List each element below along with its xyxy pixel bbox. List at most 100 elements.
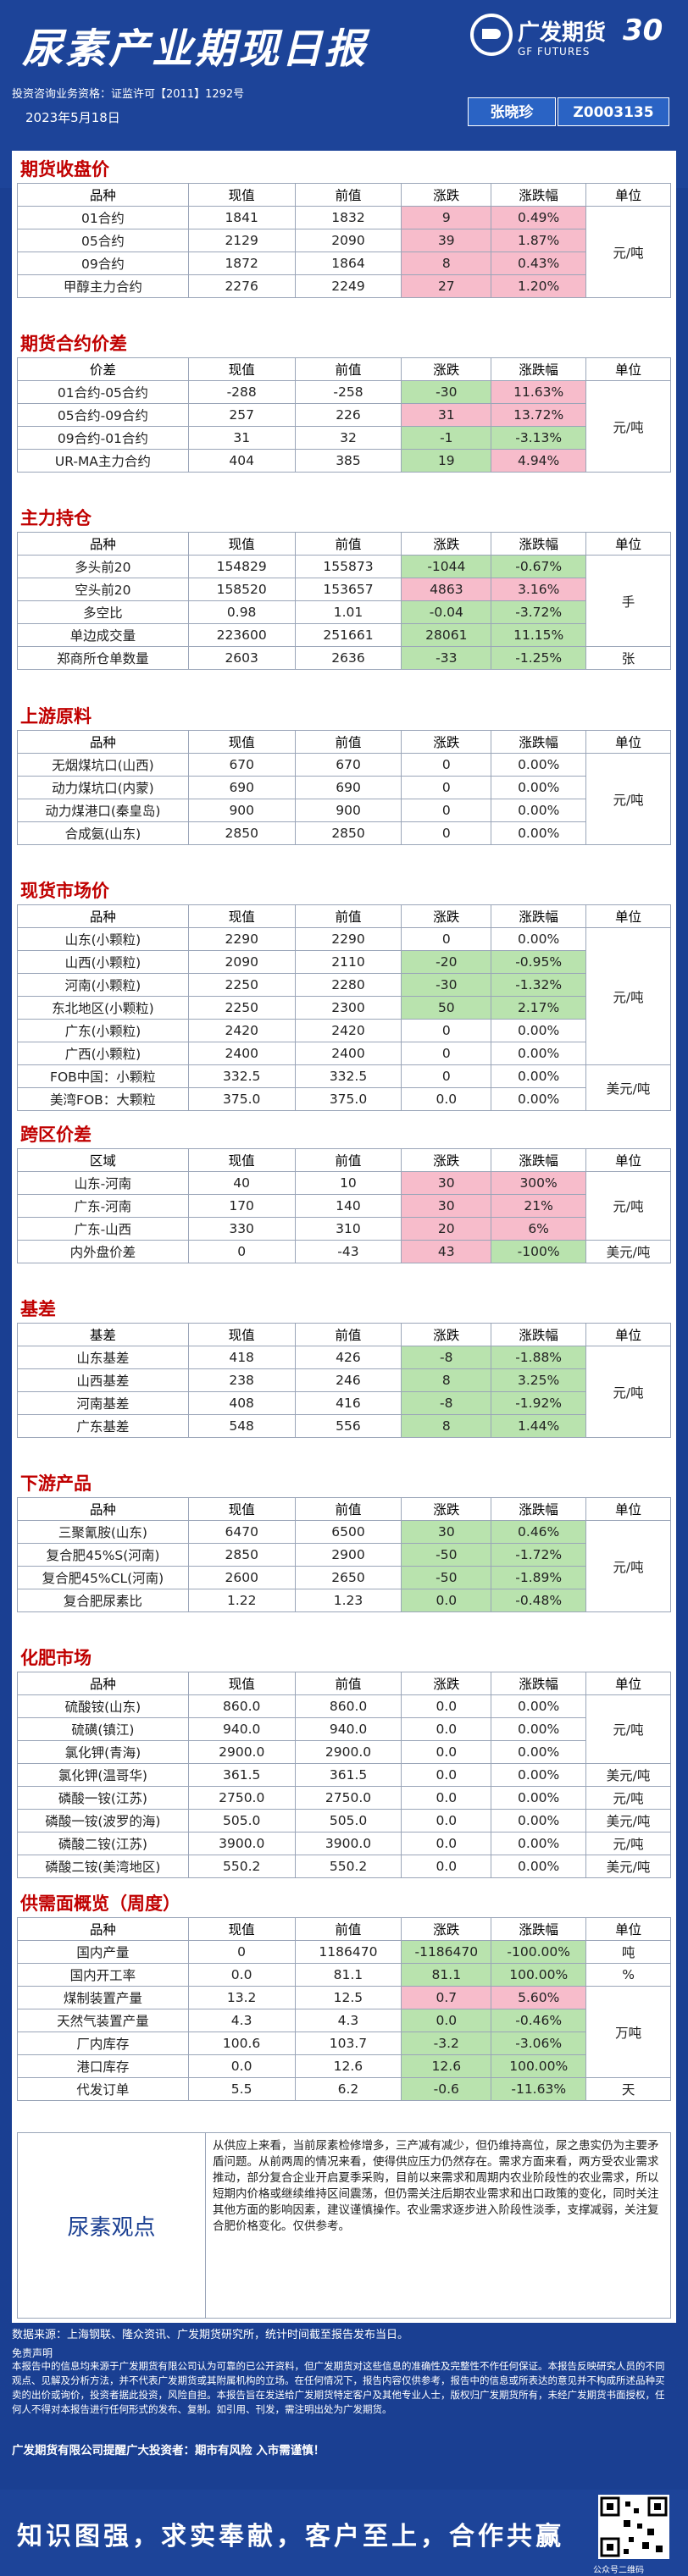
change-percent: 0.00% — [491, 1019, 587, 1042]
unit-cell: 元/吨 — [585, 1694, 671, 1764]
column-header: 单位 — [585, 357, 671, 381]
previous-value: 2900 — [294, 1543, 402, 1567]
table-header-row: 品种 现值 前值 涨跌 涨跌幅 单位 — [17, 730, 671, 754]
row-name: 天然气装置产量 — [17, 2009, 189, 2032]
unit-cell: 万吨 — [585, 1986, 671, 2078]
column-header: 单位 — [585, 1672, 671, 1695]
previous-value: -258 — [294, 380, 402, 404]
table-row: 氯化钾(青海) 2900.0 2900.0 0.0 0.00% — [17, 1740, 671, 1764]
table-row: 硫磺(镇江) 940.0 940.0 0.0 0.00% — [17, 1717, 671, 1741]
qr-code-icon — [598, 2495, 669, 2559]
change-percent: 13.72% — [491, 403, 587, 427]
change-percent: 0.00% — [491, 821, 587, 845]
spread-table: 价差 现值 前值 涨跌 涨跌幅 单位 01合约-05合约 -288 -258 -… — [17, 357, 671, 473]
company-logo: 广发期货 GF FUTURES 30 — [470, 12, 674, 71]
row-name: 磷酸二铵(江苏) — [17, 1832, 189, 1855]
change-value: -3.2 — [401, 2032, 492, 2055]
change-value: 0 — [401, 821, 492, 845]
view-text: 从供应上来看，当前尿素检修增多，三产减有减少，但仍维持高位，尿之患实仍为主要矛盾… — [213, 2139, 659, 2233]
logo-mark-icon — [470, 14, 513, 56]
spot-table: 品种 现值 前值 涨跌 涨跌幅 单位 山东(小颗粒) 2290 2290 0 0… — [17, 904, 671, 1111]
change-percent: 3.25% — [491, 1368, 587, 1392]
previous-value: 1.01 — [294, 600, 402, 624]
previous-value: 556 — [294, 1414, 402, 1438]
change-value: 43 — [401, 1240, 492, 1263]
column-header: 品种 — [17, 183, 189, 207]
current-value: 1872 — [187, 252, 296, 275]
column-header: 涨跌 — [401, 532, 492, 556]
change-percent: 0.00% — [491, 1855, 587, 1878]
current-value: 31 — [187, 426, 296, 450]
table-row: 磷酸一铵(波罗的海) 505.0 505.0 0.0 0.00% 美元/吨 — [17, 1809, 671, 1832]
change-percent: 11.63% — [491, 380, 587, 404]
change-value: 0.0 — [401, 2009, 492, 2032]
previous-value: 2280 — [294, 973, 402, 997]
previous-value: 2110 — [294, 950, 402, 974]
table-row: 05合约 2129 2090 39 1.87% — [17, 229, 671, 252]
column-header: 品种 — [17, 730, 189, 754]
change-value: 28061 — [401, 623, 492, 647]
futures-table: 品种 现值 前值 涨跌 涨跌幅 单位 01合约 1841 1832 9 0.49… — [17, 183, 671, 298]
current-value: 0.98 — [187, 600, 296, 624]
unit-cell: 元/吨 — [585, 927, 671, 1065]
column-header: 涨跌 — [401, 1917, 492, 1941]
position-table: 品种 现值 前值 涨跌 涨跌幅 单位 多头前20 154829 155873 -… — [17, 532, 671, 670]
change-value: 19 — [401, 449, 492, 473]
previous-value: 2650 — [294, 1566, 402, 1589]
change-percent: 0.00% — [491, 1694, 587, 1718]
table-row: 代发订单 5.5 6.2 -0.6 -11.63% 天 — [17, 2077, 671, 2101]
column-header: 单位 — [585, 904, 671, 928]
change-value: 0 — [401, 799, 492, 822]
row-name: 氯化钾(温哥华) — [17, 1763, 189, 1787]
current-value: 418 — [187, 1346, 296, 1369]
row-name: 内外盘价差 — [17, 1240, 189, 1263]
table-header-row: 品种 现值 前值 涨跌 涨跌幅 单位 — [17, 904, 671, 928]
current-value: 2420 — [187, 1019, 296, 1042]
unit-cell: 元/吨 — [585, 1786, 671, 1810]
previous-value: 310 — [294, 1217, 402, 1241]
current-value: 0.0 — [187, 2054, 296, 2078]
previous-value: 2850 — [294, 821, 402, 845]
previous-value: 550.2 — [294, 1855, 402, 1878]
change-percent: 300% — [491, 1171, 587, 1195]
previous-value: 940.0 — [294, 1717, 402, 1741]
change-value: 0.0 — [401, 1809, 492, 1832]
column-header: 涨跌幅 — [491, 1497, 587, 1521]
previous-value: 332.5 — [294, 1064, 402, 1088]
table-row: 空头前20 158520 153657 4863 3.16% — [17, 578, 671, 601]
table-row: 合成氨(山东) 2850 2850 0 0.00% — [17, 821, 671, 845]
section-title-basis: 基差 — [20, 1299, 56, 1319]
column-header: 品种 — [17, 1497, 189, 1521]
column-header: 涨跌 — [401, 357, 492, 381]
report-card: 期货收盘价 品种 现值 前值 涨跌 涨跌幅 单位 01合约 1841 1832 … — [12, 151, 676, 2323]
license-text: 投资咨询业务资格：证监许可【2011】1292号 — [12, 88, 245, 101]
current-value: 238 — [187, 1368, 296, 1392]
change-value: 0 — [401, 1042, 492, 1065]
previous-value: 2300 — [294, 996, 402, 1020]
previous-value: 2400 — [294, 1042, 402, 1065]
table-row: 山西(小颗粒) 2090 2110 -20 -0.95% — [17, 950, 671, 974]
row-name: 广西(小颗粒) — [17, 1042, 189, 1065]
previous-value: 251661 — [294, 623, 402, 647]
table-row: 复合肥45%CL(河南) 2600 2650 -50 -1.89% — [17, 1566, 671, 1589]
column-header: 现值 — [187, 1323, 296, 1346]
downstream-table: 品种 现值 前值 涨跌 涨跌幅 单位 三聚氰胺(山东) 6470 6500 30… — [17, 1497, 671, 1612]
row-name: 磷酸二铵(美湾地区) — [17, 1855, 189, 1878]
change-value: 0 — [401, 927, 492, 951]
change-percent: 0.00% — [491, 799, 587, 822]
change-value: -33 — [401, 646, 492, 670]
table-row: 09合约-01合约 31 32 -1 -3.13% — [17, 426, 671, 450]
change-value: 50 — [401, 996, 492, 1020]
previous-value: 6.2 — [294, 2077, 402, 2101]
change-value: -20 — [401, 950, 492, 974]
column-header: 现值 — [187, 904, 296, 928]
row-name: 合成氨(山东) — [17, 821, 189, 845]
current-value: 2750.0 — [187, 1786, 296, 1810]
table-row: 国内开工率 0.0 81.1 81.1 100.00% % — [17, 1963, 671, 1987]
unit-cell: 美元/吨 — [585, 1763, 671, 1787]
unit-cell: 元/吨 — [585, 206, 671, 298]
previous-value: 900 — [294, 799, 402, 822]
table-row: 广东-河南 170 140 30 21% — [17, 1194, 671, 1218]
row-name: 动力煤港口(秦皇岛) — [17, 799, 189, 822]
previous-value: 246 — [294, 1368, 402, 1392]
